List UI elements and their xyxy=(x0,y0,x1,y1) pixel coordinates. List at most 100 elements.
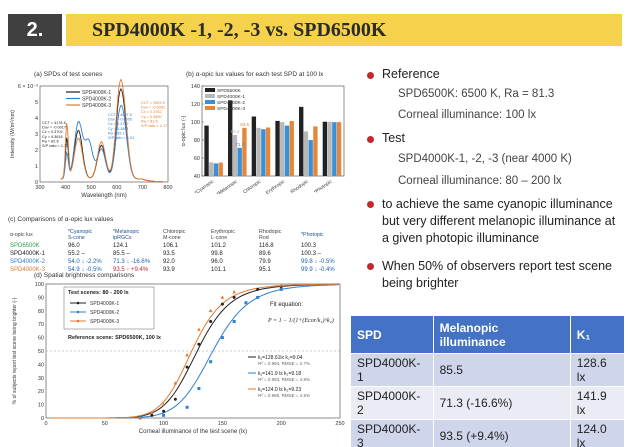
y-tick-label: 60 xyxy=(194,156,200,162)
table-cell: 124.1 xyxy=(113,243,129,249)
legend-label: SPD4000K-3 xyxy=(82,103,111,109)
bar xyxy=(284,125,290,176)
table-cell: 141.9 lx xyxy=(569,386,626,420)
y-tick-label: 30 xyxy=(38,376,44,382)
bar xyxy=(228,100,233,176)
legend-swatch xyxy=(205,94,215,98)
table-cell: 92.0 xyxy=(163,259,175,265)
bar xyxy=(308,140,313,176)
fit-title: Fit equation: xyxy=(270,302,303,308)
bullet-text: Test xyxy=(382,131,405,145)
spd-note-line: Duv = -0.0005 xyxy=(108,118,132,122)
data-point xyxy=(279,287,283,291)
panel-b-label: (b) α-opic lux values for each test SPD … xyxy=(186,71,324,78)
data-point xyxy=(279,283,283,287)
data-point xyxy=(197,327,201,331)
table-cell: 99.8 ↓ -0.5% xyxy=(301,259,335,265)
bar xyxy=(289,121,294,176)
bar-annotation: 85.5 xyxy=(231,129,240,134)
legend-label: SPD4000K-2 xyxy=(82,97,111,103)
spd-note-line: Cx = 0.3702 xyxy=(42,130,63,134)
y-tick-label: 3 xyxy=(35,132,38,138)
y-axis-label: % of subjects report test scene being br… xyxy=(12,297,18,404)
table-cell: 100.3 – xyxy=(301,251,322,257)
y-tick-label: 1 xyxy=(35,164,38,170)
spd-note-line: S/P ratio = 1.77 xyxy=(42,144,68,148)
table-row: SPD4000K-1 55.2 – 85.5 – 93.5 99.8 89.6 100.3 … xyxy=(10,250,345,258)
x-axis-label: Corneal illuminance of the test scene (l… xyxy=(139,429,247,435)
legend-swatch xyxy=(205,88,215,92)
spd-curve-3 xyxy=(60,78,163,183)
table-cell: 93.5 (+9.4%) xyxy=(432,419,571,447)
legend-swatch xyxy=(205,106,215,110)
y-tick-label: 2 xyxy=(35,148,38,154)
data-point xyxy=(220,336,224,340)
spd-note-line: S/P ratio = 2.17 xyxy=(141,124,167,128)
data-point xyxy=(162,413,166,417)
y-tick-label: 20 xyxy=(38,389,44,395)
fit-params: k₁=141.9 lx k₂=9.18 xyxy=(258,371,301,377)
table-cell: 54.0 ↓ -2.2% xyxy=(68,259,102,265)
y-tick-label: 5 xyxy=(35,100,38,106)
table-header-cell: *Cyanopic S-cone xyxy=(68,229,93,241)
bar xyxy=(336,122,342,176)
y-tick-label: 70 xyxy=(38,322,44,328)
data-point xyxy=(173,397,177,401)
data-point xyxy=(209,360,213,364)
bar xyxy=(218,162,223,176)
bullet-dot xyxy=(367,263,374,270)
table-cell: 116.8 xyxy=(259,243,274,249)
spd-note-line: S/P ratio = 1.51 xyxy=(108,136,134,140)
bar xyxy=(237,147,242,176)
section-number: 2. xyxy=(8,14,62,46)
panel-a-label: (a) SPDs of test scenes xyxy=(34,71,103,78)
y-tick-label: 40 xyxy=(194,174,200,180)
bar xyxy=(209,162,214,176)
legend-label: SPD6500K xyxy=(217,88,242,94)
table-header-cell: *Melanopic ipRGCs xyxy=(113,229,140,241)
spd-note-line: Cx = 0.3797 xyxy=(108,122,129,126)
table-cell: 101.1 xyxy=(211,267,227,273)
alpha-opic-table: α-opic lux *Cyanopic S-cone *Melanopic ipR… xyxy=(10,228,345,274)
table-cell: 96.0 xyxy=(211,259,223,265)
spd-note-line: Cy = 0.3801 xyxy=(108,127,129,131)
fit-stats: R² = 0.986, RMSE = 4.5% xyxy=(258,393,310,398)
legend-label: SPD4000K-1 xyxy=(217,94,245,100)
x-tick-label: 100 xyxy=(159,421,168,427)
spd-note-line: Duv = -0.0052 xyxy=(141,106,165,110)
data-point xyxy=(220,302,224,306)
legend-label: SPD4000K-1 xyxy=(90,301,119,307)
table-cell: SPD4000K-2 xyxy=(350,386,434,420)
spd-note-line: CCT = 4007 K xyxy=(108,113,133,117)
bullet-text: When 50% of observers report test scene … xyxy=(382,259,612,290)
slide-title: SPD4000K -1, -2, -3 vs. SPD6500K xyxy=(92,18,387,41)
fit-stats: R² = 0.994, RMSE = 2.7% xyxy=(258,361,310,366)
table-cell: 55.2 – xyxy=(68,251,85,257)
y-tick-label: 0 xyxy=(35,180,38,186)
x-tick-label: 200 xyxy=(277,421,286,427)
row-label: SPD6500K xyxy=(10,243,40,249)
fit-params: k₁=128.61lx k₂=9.04 xyxy=(258,355,303,361)
legend-label: SPD4000K-2 xyxy=(217,100,245,106)
bullet-dot xyxy=(367,201,374,208)
table-cell: 89.6 xyxy=(259,251,271,257)
spd-note-line: CCT = 4178 K xyxy=(42,121,67,125)
data-point xyxy=(208,308,213,313)
data-point xyxy=(185,365,189,369)
table-cell: 101.2 xyxy=(211,243,227,249)
bullet-text: Corneal illuminance: 80 – 200 lx xyxy=(398,175,562,187)
category-label: *Photopic xyxy=(313,178,334,195)
category-label: Chloropic xyxy=(242,178,263,195)
spd-note-line: CCT = 3903 K xyxy=(141,101,166,105)
bar xyxy=(299,106,304,176)
table-cell: 79.9 xyxy=(259,259,271,265)
table-cell: 124.0 lx xyxy=(569,419,626,447)
table-cell: 85.5 xyxy=(432,353,571,387)
y-tick-label: 80 xyxy=(38,309,44,315)
table-header-row: α-opic lux *Cyanopic S-cone *Melanopic ipR… xyxy=(10,228,345,242)
y-tick-label: 0 xyxy=(41,416,44,422)
title-bar: SPD4000K -1, -2, -3 vs. SPD6500K xyxy=(66,14,622,46)
bar xyxy=(242,127,247,176)
y-axis-label: α-opic lux (-) xyxy=(181,115,187,146)
bar xyxy=(280,122,285,176)
